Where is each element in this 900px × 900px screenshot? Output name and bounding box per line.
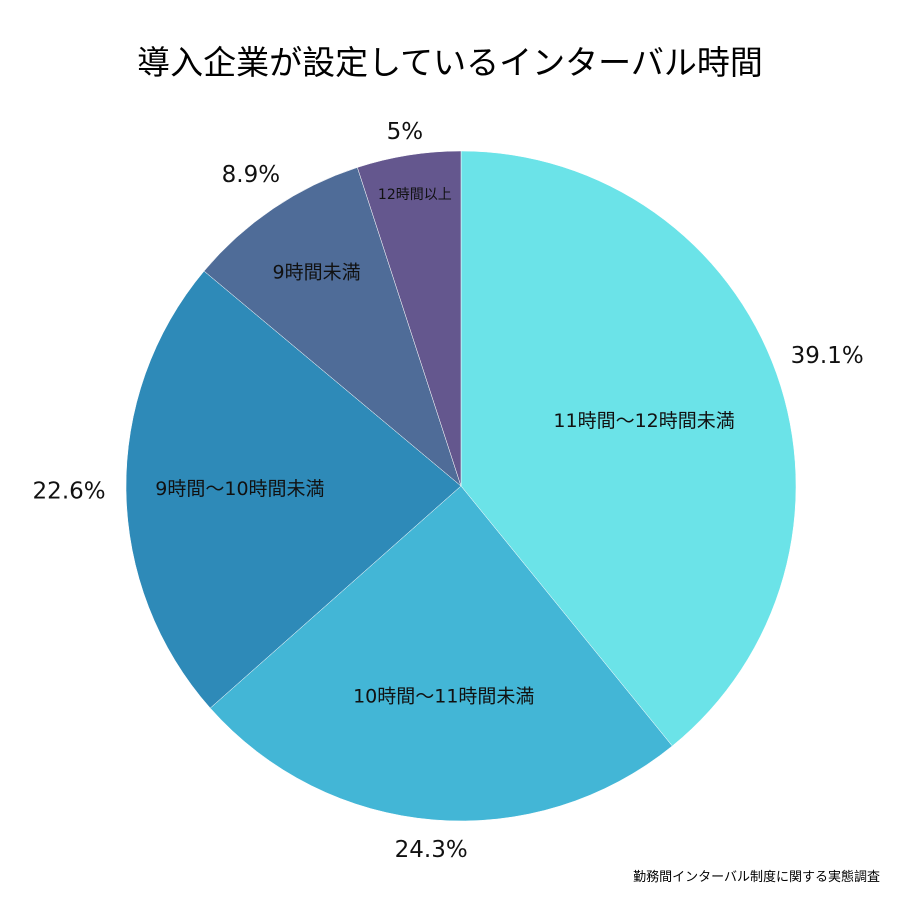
pie-slice — [460, 150, 797, 747]
value-label: 39.1% — [791, 343, 864, 369]
slice-label: 9時間未満 — [273, 261, 361, 283]
chart-title: 導入企業が設定しているインターバル時間 — [137, 43, 763, 82]
value-label: 22.6% — [33, 479, 106, 505]
source-note: 勤務間インターバル制度に関する実態調査 — [633, 870, 880, 885]
slice-label: 12時間以上 — [378, 187, 452, 203]
pie-slice — [125, 270, 462, 709]
pie-slice — [209, 485, 673, 822]
pie-slice — [357, 150, 462, 487]
value-label: 5% — [387, 119, 424, 145]
value-label: 8.9% — [222, 162, 280, 188]
value-label: 24.3% — [395, 837, 468, 863]
pie-slice — [203, 167, 462, 487]
slice-label: 9時間～10時間未満 — [155, 478, 324, 500]
slice-label: 11時間～12時間未満 — [553, 410, 734, 432]
slice-label: 10時間～11時間未満 — [353, 685, 534, 707]
